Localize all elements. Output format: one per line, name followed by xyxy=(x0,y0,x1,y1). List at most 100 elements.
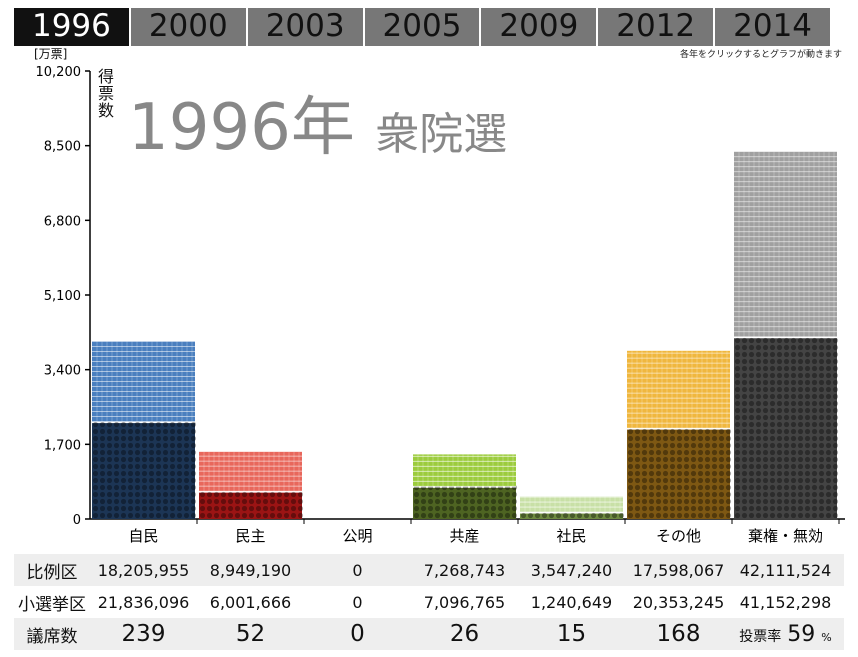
seat-count: 15 xyxy=(556,621,587,647)
vote-dot xyxy=(797,463,804,470)
vote-dot xyxy=(641,456,648,463)
vote-dot xyxy=(748,477,755,484)
tab-1996[interactable]: 1996 xyxy=(14,8,131,46)
vote-dot xyxy=(190,449,197,456)
vote-dot xyxy=(641,463,648,470)
vote-dot xyxy=(92,470,99,477)
vote-dot xyxy=(541,512,548,519)
tab-2009[interactable]: 2009 xyxy=(481,8,599,46)
vote-dot xyxy=(504,505,511,512)
vote-dot xyxy=(627,456,634,463)
vote-dot xyxy=(462,512,469,519)
vote-dot xyxy=(804,449,811,456)
vote-dot xyxy=(755,456,762,463)
vote-dot xyxy=(162,470,169,477)
vote-dot xyxy=(92,498,99,505)
vote-dot xyxy=(683,491,690,498)
vote-dot xyxy=(734,372,741,379)
vote-dot xyxy=(113,491,120,498)
vote-dot xyxy=(704,498,711,505)
vote-dot xyxy=(662,477,669,484)
vote-dot xyxy=(825,386,832,393)
vote-dot xyxy=(676,435,683,442)
vote-dot xyxy=(697,484,704,491)
vote-dot xyxy=(183,456,190,463)
vote-dot xyxy=(641,477,648,484)
vote-dot xyxy=(783,477,790,484)
vote-dot xyxy=(818,351,825,358)
vote-dot xyxy=(113,421,120,428)
vote-dot xyxy=(762,379,769,386)
vote-dot xyxy=(790,372,797,379)
vote-dot xyxy=(832,435,839,442)
tab-2005[interactable]: 2005 xyxy=(364,8,482,46)
vote-dot xyxy=(113,449,120,456)
vote-dot xyxy=(504,512,511,519)
vote-dot xyxy=(134,484,141,491)
vote-dot xyxy=(669,428,676,435)
vote-dot xyxy=(832,337,839,344)
vote-dot xyxy=(804,344,811,351)
vote-dot xyxy=(690,449,697,456)
vote-dot xyxy=(662,428,669,435)
tab-2012[interactable]: 2012 xyxy=(598,8,716,46)
vote-dot xyxy=(769,505,776,512)
vote-dot xyxy=(776,442,783,449)
vote-dot xyxy=(676,512,683,519)
vote-dot xyxy=(811,505,818,512)
vote-dot xyxy=(755,463,762,470)
vote-dot xyxy=(804,512,811,519)
vote-dot xyxy=(648,463,655,470)
tab-2003[interactable]: 2003 xyxy=(247,8,365,46)
vote-dot xyxy=(120,498,127,505)
vote-dot xyxy=(783,400,790,407)
vote-dot xyxy=(804,393,811,400)
vote-dot xyxy=(676,498,683,505)
vote-dot xyxy=(683,456,690,463)
vote-dot xyxy=(769,379,776,386)
vote-dot xyxy=(155,498,162,505)
turnout: 投票率 59 % xyxy=(732,622,839,647)
tab-2014[interactable]: 2014 xyxy=(715,8,831,46)
vote-dot xyxy=(832,505,839,512)
vote-dot xyxy=(183,421,190,428)
vote-dot xyxy=(704,449,711,456)
vote-dot xyxy=(818,470,825,477)
vote-dot xyxy=(790,393,797,400)
vote-dot xyxy=(832,414,839,421)
vote-dot xyxy=(769,393,776,400)
vote-dot xyxy=(213,512,220,519)
vote-dot xyxy=(141,449,148,456)
vote-dot xyxy=(120,470,127,477)
vote-dot xyxy=(783,491,790,498)
vote-dot xyxy=(162,435,169,442)
vote-dot xyxy=(113,435,120,442)
vote-dot xyxy=(741,337,748,344)
vote-dot xyxy=(825,449,832,456)
vote-dot xyxy=(113,470,120,477)
bar-single xyxy=(520,513,623,519)
vote-dot xyxy=(655,435,662,442)
vote-dot xyxy=(134,463,141,470)
vote-dot xyxy=(790,435,797,442)
tab-2000[interactable]: 2000 xyxy=(130,8,248,46)
vote-dot xyxy=(769,358,776,365)
vote-dot xyxy=(811,428,818,435)
vote-dot xyxy=(804,498,811,505)
vote-dot xyxy=(190,442,197,449)
vote-dot xyxy=(748,505,755,512)
vote-dot xyxy=(797,512,804,519)
vote-dot xyxy=(748,435,755,442)
vote-dot xyxy=(797,344,804,351)
vote-dot xyxy=(783,337,790,344)
vote-dot xyxy=(169,512,176,519)
vote-dot xyxy=(113,505,120,512)
vote-dot xyxy=(725,435,732,442)
bar-prop xyxy=(734,151,837,337)
vote-dot xyxy=(783,365,790,372)
vote-dot xyxy=(206,505,213,512)
vote-dot xyxy=(655,449,662,456)
vote-dot xyxy=(441,505,448,512)
vote-dot xyxy=(741,344,748,351)
vote-dot xyxy=(776,365,783,372)
